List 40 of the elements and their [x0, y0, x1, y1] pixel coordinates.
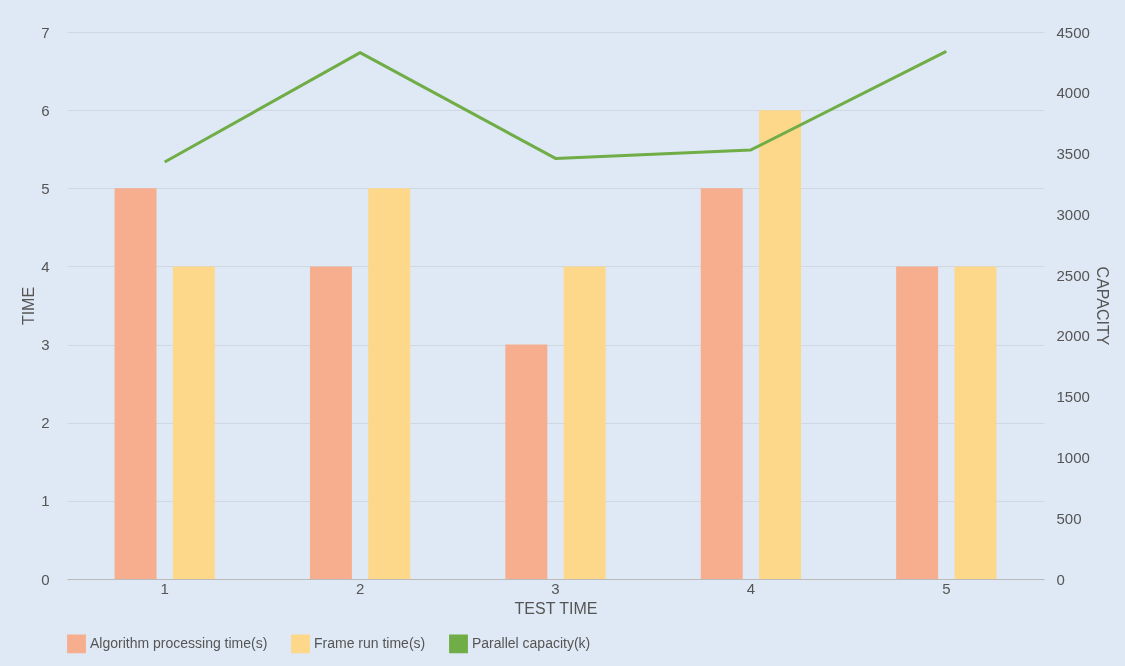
- y-tick-label: 0: [41, 570, 50, 588]
- bar: [759, 110, 802, 579]
- legend-label: Parallel capacity(k): [472, 634, 591, 651]
- legend-label: Frame run time(s): [314, 634, 426, 651]
- bar: [368, 188, 411, 579]
- y-tick-label: 4: [41, 257, 50, 275]
- y-tick-label: 6: [41, 101, 50, 119]
- y2-tick-label: 4500: [1056, 23, 1090, 41]
- x-tick-label: 2: [355, 579, 365, 597]
- legend-label: Algorithm processing time(s): [90, 634, 268, 651]
- bar: [563, 266, 606, 579]
- y-axis-title: TIME: [20, 286, 38, 326]
- bar: [896, 266, 939, 579]
- x-tick-label: 5: [942, 579, 951, 597]
- y2-tick-label: 500: [1056, 509, 1082, 527]
- y2-tick-label: 2500: [1056, 266, 1090, 284]
- bar: [172, 266, 215, 579]
- y2-tick-label: 3500: [1056, 145, 1090, 163]
- y2-tick-label: 0: [1056, 570, 1065, 588]
- line-series: [163, 49, 948, 164]
- bar: [700, 188, 743, 579]
- y2-axis-title: CAPACITY: [1093, 266, 1111, 346]
- y-tick-label: 7: [41, 23, 50, 41]
- y-tick-label: 5: [41, 179, 50, 197]
- y2-tick-label: 3000: [1056, 205, 1090, 223]
- y-tick-label: 1: [41, 492, 50, 510]
- bar: [114, 188, 157, 579]
- bar: [954, 266, 997, 579]
- y2-tick-label: 4000: [1056, 84, 1090, 102]
- y-tick-label: 3: [41, 336, 50, 354]
- x-tick-label: 1: [160, 579, 169, 597]
- y2-tick-label: 1000: [1056, 448, 1090, 466]
- y2-tick-label: 1500: [1056, 388, 1090, 406]
- x-axis-title: TEST TIME: [514, 599, 598, 617]
- y-tick-label: 2: [41, 414, 50, 432]
- bar: [309, 266, 352, 579]
- bar: [505, 344, 548, 579]
- y2-tick-label: 2000: [1056, 327, 1090, 345]
- x-tick-label: 4: [746, 579, 756, 597]
- x-tick-label: 3: [551, 579, 560, 597]
